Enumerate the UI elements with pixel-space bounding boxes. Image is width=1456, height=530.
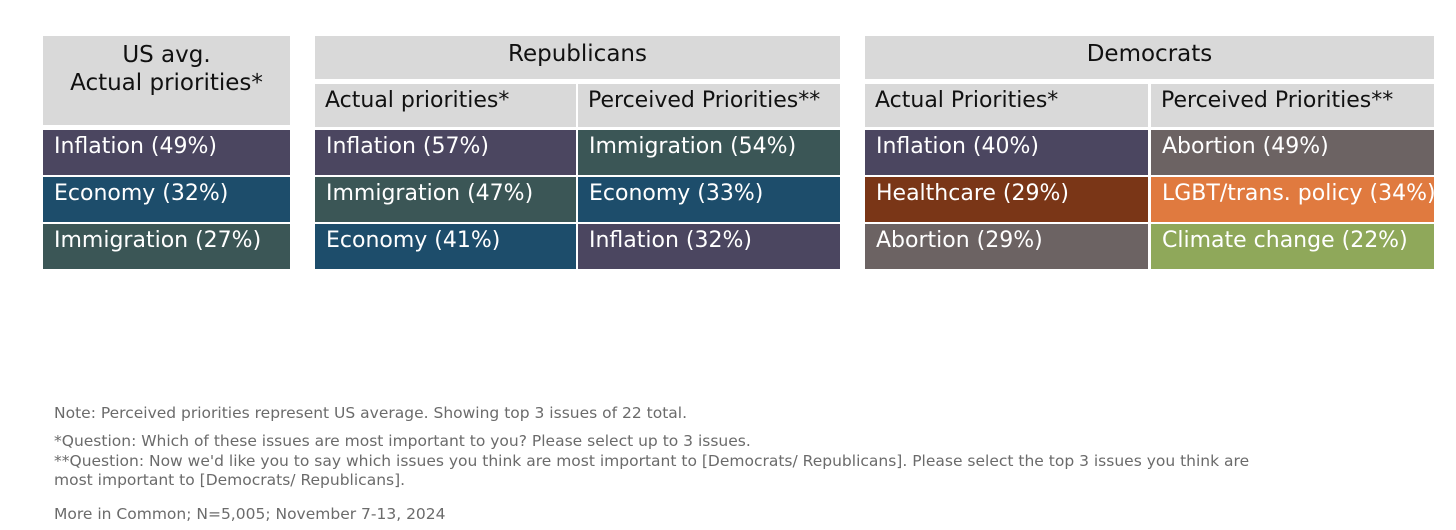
republicans-actual-header: Actual priorities*: [315, 84, 576, 127]
dem-actual-cell-2: Healthcare (29%): [865, 177, 1148, 222]
us-avg-cell-2: Economy (32%): [43, 177, 290, 222]
republicans-header: Republicans: [315, 36, 840, 79]
republicans-perceived-header: Perceived Priorities**: [578, 84, 840, 127]
rep-perceived-cell-1: Immigration (54%): [578, 130, 840, 175]
rep-actual-cell-1: Inflation (57%): [315, 130, 576, 175]
dem-perceived-cell-3: Climate change (22%): [1151, 224, 1434, 269]
source-text: More in Common; N=5,005; November 7-13, …: [54, 505, 446, 523]
question-2-text-line2: most important to [Democrats/ Republican…: [54, 471, 406, 489]
rep-actual-cell-3: Economy (41%): [315, 224, 576, 269]
us-avg-cell-1: Inflation (49%): [43, 130, 290, 175]
rep-perceived-cell-2: Economy (33%): [578, 177, 840, 222]
us-avg-header: US avg. Actual priorities*: [43, 36, 290, 125]
dem-actual-cell-3: Abortion (29%): [865, 224, 1148, 269]
dem-perceived-cell-1: Abortion (49%): [1151, 130, 1434, 175]
dem-actual-cell-1: Inflation (40%): [865, 130, 1148, 175]
rep-actual-cell-2: Immigration (47%): [315, 177, 576, 222]
question-2-text-line1: **Question: Now we'd like you to say whi…: [54, 452, 1250, 470]
note-text: Note: Perceived priorities represent US …: [54, 404, 688, 422]
rep-perceived-cell-3: Inflation (32%): [578, 224, 840, 269]
democrats-header: Democrats: [865, 36, 1434, 79]
democrats-perceived-header: Perceived Priorities**: [1151, 84, 1434, 127]
democrats-actual-header: Actual Priorities*: [865, 84, 1148, 127]
dem-perceived-cell-2: LGBT/trans. policy (34%): [1151, 177, 1436, 222]
question-1-text: *Question: Which of these issues are mos…: [54, 432, 751, 450]
us-avg-cell-3: Immigration (27%): [43, 224, 290, 269]
